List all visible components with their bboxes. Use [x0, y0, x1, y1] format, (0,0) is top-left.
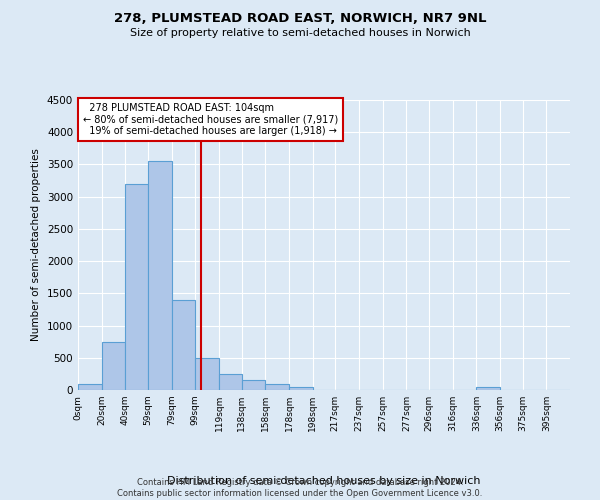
Bar	[172, 300, 196, 390]
Bar	[242, 380, 265, 390]
Bar	[78, 384, 102, 390]
Bar	[476, 387, 500, 390]
Text: 278, PLUMSTEAD ROAD EAST, NORWICH, NR7 9NL: 278, PLUMSTEAD ROAD EAST, NORWICH, NR7 9…	[114, 12, 486, 26]
Bar	[219, 374, 242, 390]
Bar	[289, 387, 313, 390]
Bar	[265, 384, 289, 390]
Bar	[125, 184, 148, 390]
Bar	[148, 161, 172, 390]
X-axis label: Distribution of semi-detached houses by size in Norwich: Distribution of semi-detached houses by …	[167, 476, 481, 486]
Y-axis label: Number of semi-detached properties: Number of semi-detached properties	[31, 148, 41, 342]
Bar	[102, 342, 125, 390]
Text: 278 PLUMSTEAD ROAD EAST: 104sqm
← 80% of semi-detached houses are smaller (7,917: 278 PLUMSTEAD ROAD EAST: 104sqm ← 80% of…	[83, 103, 338, 136]
Text: Size of property relative to semi-detached houses in Norwich: Size of property relative to semi-detach…	[130, 28, 470, 38]
Bar	[196, 358, 219, 390]
Text: Contains HM Land Registry data © Crown copyright and database right 2024.
Contai: Contains HM Land Registry data © Crown c…	[118, 478, 482, 498]
